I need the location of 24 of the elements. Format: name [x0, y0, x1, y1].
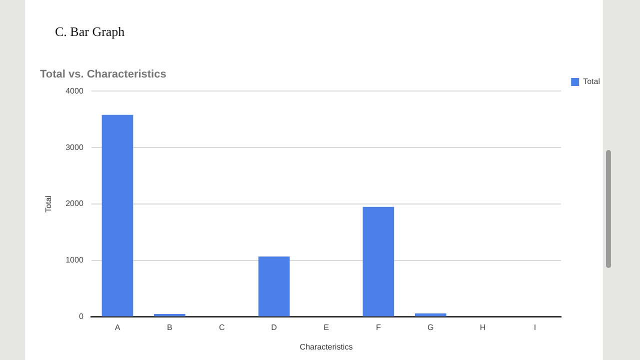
y-tick-label: 2000	[66, 199, 84, 208]
y-tick-label: 3000	[66, 142, 84, 152]
y-tick-label: 4000	[66, 86, 84, 96]
x-tick-label: I	[534, 322, 536, 332]
x-tick-label: B	[167, 322, 172, 332]
x-tick-label: C	[218, 322, 225, 332]
y-tick-label: 1000	[66, 256, 84, 265]
x-tick-label: G	[428, 322, 434, 332]
x-tick-label: H	[480, 322, 486, 332]
chart-title: Total vs. Characteristics	[40, 68, 166, 81]
x-tick-label: E	[324, 322, 329, 332]
bar	[258, 256, 290, 316]
y-tick-label: 0	[78, 312, 84, 322]
x-tick-label: F	[376, 322, 381, 332]
legend-label: Total	[583, 77, 600, 86]
bar	[154, 314, 186, 316]
x-tick-label: D	[271, 322, 278, 332]
x-axis-title: Characteristics	[300, 342, 353, 352]
bar	[414, 313, 446, 316]
bar	[102, 114, 134, 316]
x-tick-label: A	[114, 322, 121, 332]
text: C. Bar Graph	[55, 24, 125, 40]
bar	[362, 206, 394, 316]
y-axis-title: Total	[44, 195, 54, 212]
